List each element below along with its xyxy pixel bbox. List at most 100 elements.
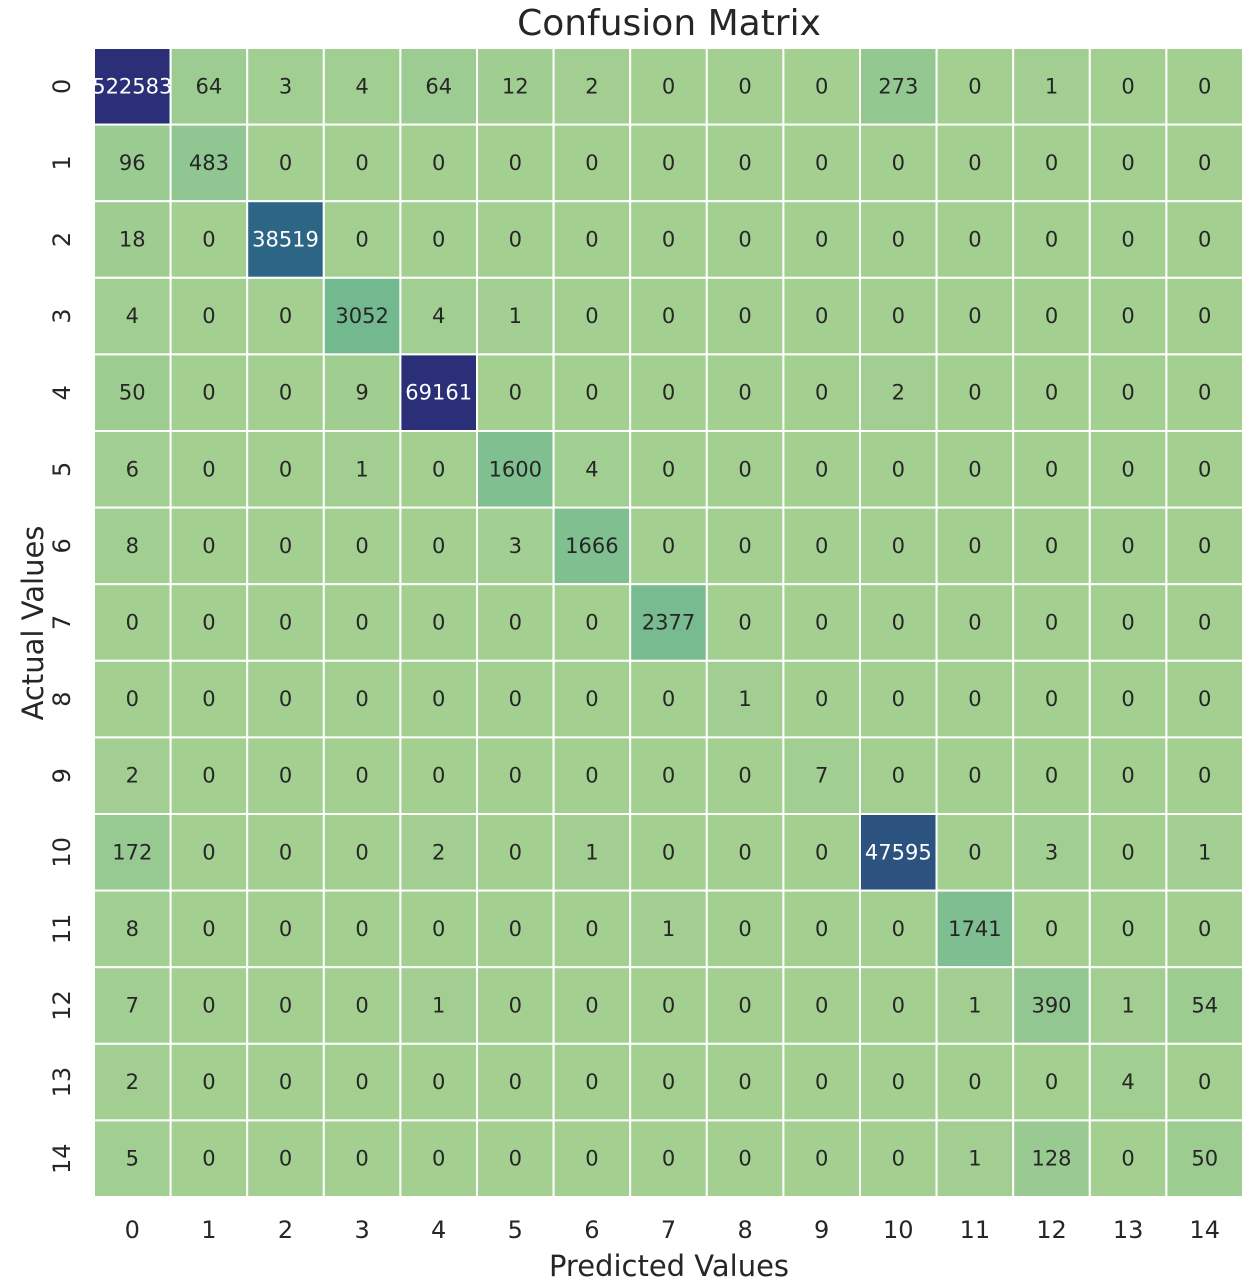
heatmap-cell-4-0 [93, 353, 172, 432]
heatmap-cell-11-2 [246, 889, 325, 969]
cell-label-8-11: 0 [968, 687, 981, 711]
heatmap-cell-1-0 [93, 123, 172, 203]
heatmap-cell-4-9 [782, 353, 862, 432]
cell-label-1-7: 0 [662, 151, 675, 175]
heatmap-cell-12-6 [552, 966, 632, 1045]
heatmap-cell-14-12 [1012, 1119, 1091, 1199]
y-tick-label-11: 11 [48, 914, 76, 945]
heatmap-cell-3-8 [705, 276, 785, 356]
heatmap-cell-8-14 [1165, 659, 1245, 739]
cell-label-13-9: 0 [815, 1070, 828, 1094]
cell-label-14-7: 0 [662, 1147, 675, 1171]
cell-label-4-0: 50 [119, 381, 146, 405]
heatmap-cell-9-12 [1012, 736, 1091, 816]
cell-label-2-10: 0 [892, 228, 905, 252]
heatmap-cell-12-8 [705, 966, 785, 1045]
heatmap-cell-5-5 [476, 430, 555, 509]
cell-label-2-5: 0 [509, 228, 522, 252]
cell-label-8-1: 0 [202, 687, 215, 711]
cell-label-8-9: 0 [815, 687, 828, 711]
heatmap-cell-5-11 [935, 430, 1015, 509]
heatmap-cell-1-11 [935, 123, 1015, 203]
heatmap-cell-1-2 [246, 123, 325, 203]
cell-label-12-9: 0 [815, 994, 828, 1018]
heatmap-cell-14-6 [552, 1119, 632, 1199]
cell-label-7-12: 0 [1045, 611, 1058, 635]
heatmap-cell-0-1 [169, 47, 249, 126]
heatmap-cell-3-1 [169, 276, 249, 356]
cell-label-10-11: 0 [968, 840, 981, 864]
cell-label-1-13: 0 [1121, 151, 1134, 175]
heatmap-cell-1-1 [169, 123, 249, 203]
cell-label-13-11: 0 [968, 1070, 981, 1094]
y-tick-label-9: 9 [48, 768, 76, 783]
heatmap-cell-0-5 [476, 47, 555, 126]
cell-label-8-12: 0 [1045, 687, 1058, 711]
cell-label-4-10: 2 [892, 381, 905, 405]
cell-label-14-11: 1 [968, 1147, 981, 1171]
heatmap-cell-13-14 [1165, 1042, 1245, 1122]
cell-label-14-14: 50 [1191, 1147, 1218, 1171]
heatmap-cell-8-2 [246, 659, 325, 739]
cell-label-1-9: 0 [815, 151, 828, 175]
cell-label-7-14: 0 [1198, 611, 1211, 635]
cell-label-5-0: 6 [126, 457, 139, 481]
heatmap-cell-10-6 [552, 813, 632, 892]
cell-label-7-7: 2377 [642, 611, 695, 635]
heatmap-cell-2-14 [1165, 200, 1245, 279]
x-tick-label-3: 3 [354, 1216, 369, 1244]
cell-label-10-4: 2 [432, 840, 445, 864]
y-tick-label-5: 5 [48, 462, 76, 477]
heatmap-cell-5-3 [322, 430, 402, 509]
cell-label-8-6: 0 [585, 687, 598, 711]
cell-label-2-13: 0 [1121, 228, 1134, 252]
cell-label-10-7: 0 [662, 840, 675, 864]
heatmap-cell-11-12 [1012, 889, 1091, 969]
heatmap-cell-3-10 [859, 276, 938, 356]
x-axis-label: Predicted Values [549, 1249, 789, 1283]
heatmap-cell-11-7 [629, 889, 708, 969]
heatmap-cell-7-12 [1012, 583, 1091, 662]
cell-label-14-3: 0 [355, 1147, 368, 1171]
cell-label-0-2: 3 [279, 74, 292, 98]
cell-label-1-10: 0 [892, 151, 905, 175]
heatmap-cell-9-11 [935, 736, 1015, 816]
heatmap-cell-14-3 [322, 1119, 402, 1199]
cell-label-4-5: 0 [509, 381, 522, 405]
cell-label-1-14: 0 [1198, 151, 1211, 175]
cell-label-6-3: 0 [355, 534, 368, 558]
heatmap-cell-7-13 [1088, 583, 1168, 662]
cell-label-8-10: 0 [892, 687, 905, 711]
cell-label-12-13: 1 [1121, 994, 1134, 1018]
cell-label-2-6: 0 [585, 228, 598, 252]
y-tick-label-7: 7 [48, 615, 76, 630]
heatmap-cell-4-14 [1165, 353, 1245, 432]
cell-label-1-0: 96 [119, 151, 146, 175]
cell-label-6-11: 0 [968, 534, 981, 558]
y-tick-label-10: 10 [48, 837, 76, 868]
heatmap-cell-13-10 [859, 1042, 938, 1122]
cell-label-9-13: 0 [1121, 764, 1134, 788]
heatmap-cell-4-6 [552, 353, 632, 432]
heatmap-cell-10-5 [476, 813, 555, 892]
cell-label-12-8: 0 [738, 994, 751, 1018]
cell-label-8-0: 0 [126, 687, 139, 711]
cell-label-13-6: 0 [585, 1070, 598, 1094]
y-tick-label-14: 14 [48, 1143, 76, 1174]
cell-label-2-12: 0 [1045, 228, 1058, 252]
cell-label-7-6: 0 [585, 611, 598, 635]
heatmap-cell-0-11 [935, 47, 1015, 126]
cell-label-12-12: 390 [1031, 994, 1071, 1018]
heatmap-cell-12-14 [1165, 966, 1245, 1045]
x-tick-label-11: 11 [960, 1216, 991, 1244]
heatmap-cell-14-10 [859, 1119, 938, 1199]
cell-label-13-12: 0 [1045, 1070, 1058, 1094]
cell-label-10-5: 0 [509, 840, 522, 864]
heatmap-cell-6-12 [1012, 506, 1091, 586]
cell-label-3-9: 0 [815, 304, 828, 328]
heatmap-cell-5-13 [1088, 430, 1168, 509]
heatmap-cell-0-9 [782, 47, 862, 126]
cell-label-7-13: 0 [1121, 611, 1134, 635]
cell-label-14-9: 0 [815, 1147, 828, 1171]
cell-label-11-14: 0 [1198, 917, 1211, 941]
